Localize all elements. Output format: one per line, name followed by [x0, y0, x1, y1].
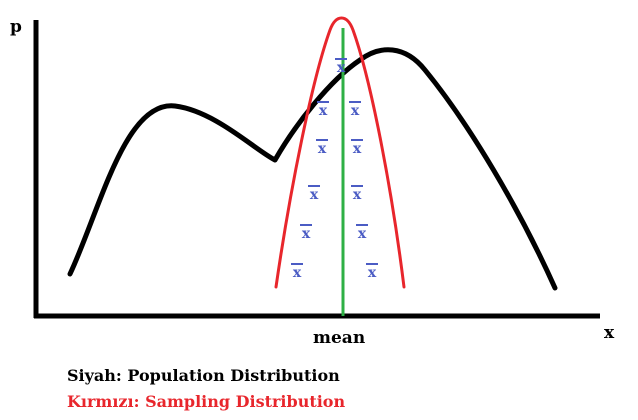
svg-text:x: x	[293, 265, 302, 281]
svg-text:x: x	[368, 265, 377, 281]
sample-mean-xbar: x	[316, 139, 328, 157]
y-axis-label: p	[10, 17, 22, 37]
sample-mean-xbar: x	[349, 101, 361, 119]
sample-means: x x x x x x x x x x x	[291, 58, 378, 281]
sample-mean-xbar: x	[291, 263, 303, 281]
sample-mean-xbar: x	[300, 224, 312, 242]
legend-sampling: Kırmızı: Sampling Distribution	[67, 392, 346, 411]
sample-mean-xbar: x	[308, 185, 320, 203]
x-axis-label: x	[604, 323, 615, 343]
sample-mean-xbar: x	[351, 185, 363, 203]
svg-text:x: x	[353, 141, 362, 157]
svg-text:x: x	[302, 226, 311, 242]
svg-text:x: x	[351, 103, 360, 119]
svg-text:x: x	[310, 187, 319, 203]
svg-text:x: x	[358, 226, 367, 242]
sampling-distribution-curve	[274, 16, 406, 289]
svg-text:x: x	[319, 103, 328, 119]
svg-text:x: x	[337, 60, 346, 76]
mean-label: mean	[313, 328, 365, 348]
svg-text:x: x	[353, 187, 362, 203]
population-distribution-curve	[67, 47, 558, 291]
legend-population: Siyah: Population Distribution	[67, 366, 340, 385]
sample-mean-xbar: x	[366, 263, 378, 281]
sample-mean-xbar: x	[335, 58, 347, 76]
svg-text:x: x	[318, 141, 327, 157]
sample-mean-xbar: x	[351, 139, 363, 157]
sample-mean-xbar: x	[317, 101, 329, 119]
sample-mean-xbar: x	[356, 224, 368, 242]
